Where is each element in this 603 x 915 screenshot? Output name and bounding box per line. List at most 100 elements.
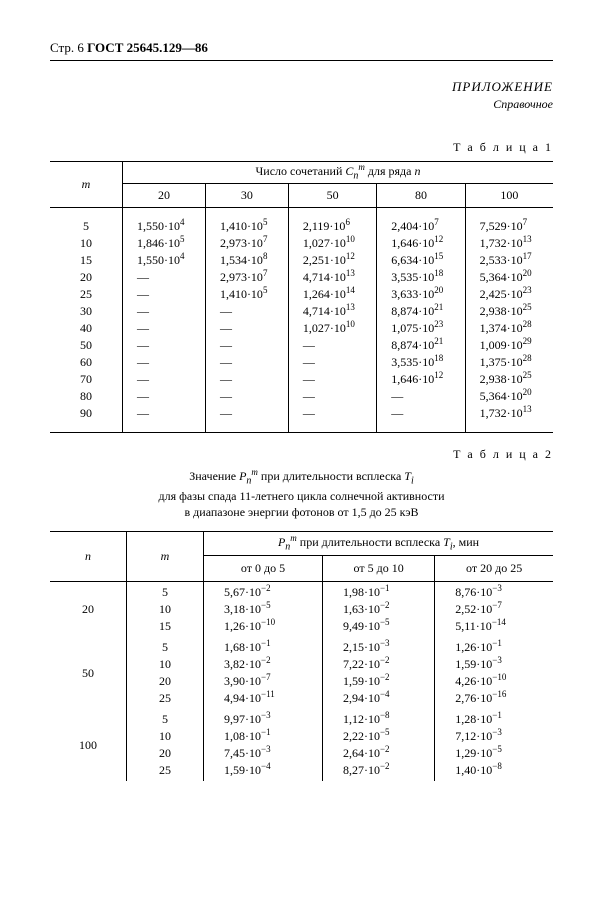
cell-value: 5,11·10−14: [435, 618, 553, 635]
cell-value: 1,027·1010: [288, 235, 376, 252]
cell-value: 7,529·107: [465, 218, 553, 235]
cell-m: 20: [127, 673, 204, 690]
table2-col-m: m: [127, 531, 204, 581]
cell-value: 1,646·1012: [377, 235, 465, 252]
table-row: 20—2,973·1074,714·10133,535·10185,364·10…: [50, 269, 553, 286]
cell-value: 2,94·10−4: [322, 690, 434, 707]
cell-m: 5: [127, 711, 204, 728]
table2-range-0: от 0 до 5: [204, 556, 323, 582]
cell-n: 20: [50, 582, 127, 638]
header-rule: [50, 60, 553, 61]
table-row: 101,846·1052,973·1071,027·10101,646·1012…: [50, 235, 553, 252]
table-row: 90————1,732·1013: [50, 405, 553, 422]
cell-value: 3,90·10−7: [204, 673, 323, 690]
table2-col-n: n: [50, 531, 127, 581]
cell-value: 2,119·106: [288, 218, 376, 235]
cell-value: —: [288, 388, 376, 405]
table-row: 80————5,364·1020: [50, 388, 553, 405]
cell-n: 50: [50, 637, 127, 709]
page-number: Стр. 6: [50, 40, 84, 55]
gost-code: ГОСТ 25645.129—86: [87, 40, 208, 55]
cell-value: 5,364·1020: [465, 269, 553, 286]
cell-m: 30: [50, 303, 123, 320]
cell-value: 1,68·10−1: [204, 639, 323, 656]
cell-value: 2,973·107: [205, 269, 288, 286]
table-row: 70———1,646·10122,938·1025: [50, 371, 553, 388]
cell-value: 2,938·1025: [465, 303, 553, 320]
cell-value: 4,714·1013: [288, 269, 376, 286]
cell-value: 2,938·1025: [465, 371, 553, 388]
table-row: 40——1,027·10101,075·10231,374·1028: [50, 320, 553, 337]
cell-value: 8,27·10−2: [322, 762, 434, 779]
cell-value: 2,973·107: [205, 235, 288, 252]
cell-value: 2,52·10−7: [435, 601, 553, 618]
cell-value: 1,534·108: [205, 252, 288, 269]
cell-value: 2,533·1017: [465, 252, 553, 269]
cell-n: 100: [50, 709, 127, 781]
table1-col-20: 20: [123, 184, 206, 208]
cell-value: 1,264·1014: [288, 286, 376, 303]
cell-value: 1,59·10−2: [322, 673, 434, 690]
table-row: 25—1,410·1051,264·10143,633·10202,425·10…: [50, 286, 553, 303]
table2-super-header: Pnm при длительности всплеска Ti, мин: [204, 531, 554, 555]
cell-value: 4,714·1013: [288, 303, 376, 320]
cell-value: —: [123, 337, 206, 354]
cell-value: —: [288, 354, 376, 371]
table1-col-m: m: [50, 162, 123, 208]
table2: n m Pnm при длительности всплеска Ti, ми…: [50, 531, 553, 781]
cell-value: —: [377, 405, 465, 422]
cell-m: 25: [127, 690, 204, 707]
cell-value: 1,374·1028: [465, 320, 553, 337]
table-row: 60———3,535·10181,375·1028: [50, 354, 553, 371]
cell-value: 1,009·1029: [465, 337, 553, 354]
cell-value: 1,027·1010: [288, 320, 376, 337]
cell-m: 40: [50, 320, 123, 337]
table2-label: Т а б л и ц а 2: [50, 447, 553, 462]
cell-value: 1,26·10−10: [204, 618, 323, 635]
table2-range-2: от 20 до 25: [435, 556, 553, 582]
cell-value: —: [288, 405, 376, 422]
cell-value: 1,550·104: [123, 218, 206, 235]
cell-value: 9,97·10−3: [204, 711, 323, 728]
cell-value: 2,404·107: [377, 218, 465, 235]
cell-value: —: [205, 320, 288, 337]
cell-value: —: [205, 303, 288, 320]
cell-value: 7,45·10−3: [204, 745, 323, 762]
cell-m: 25: [50, 286, 123, 303]
cell-value: —: [205, 354, 288, 371]
cell-value: 3,18·10−5: [204, 601, 323, 618]
cell-value: 2,22·10−5: [322, 728, 434, 745]
appendix-label: ПРИЛОЖЕНИЕ: [50, 79, 553, 95]
cell-value: 2,425·1023: [465, 286, 553, 303]
cell-value: 2,15·10−3: [322, 639, 434, 656]
cell-value: —: [288, 337, 376, 354]
cell-m: 10: [127, 601, 204, 618]
cell-m: 15: [127, 618, 204, 635]
cell-value: —: [123, 354, 206, 371]
cell-value: —: [123, 269, 206, 286]
table2-caption: Значение Pnm при длительности всплеска T…: [80, 468, 523, 520]
cell-value: 1,29·10−5: [435, 745, 553, 762]
cell-value: 1,375·1028: [465, 354, 553, 371]
table1-col-80: 80: [377, 184, 465, 208]
cell-value: —: [123, 388, 206, 405]
cell-value: 1,732·1013: [465, 405, 553, 422]
cell-value: 3,535·1018: [377, 354, 465, 371]
table1-super-header: Число сочетаний Cnm для ряда n: [123, 162, 554, 184]
cell-value: 1,410·105: [205, 286, 288, 303]
cell-value: —: [123, 320, 206, 337]
cell-value: —: [205, 405, 288, 422]
cell-value: 8,874·1021: [377, 337, 465, 354]
table1: m Число сочетаний Cnm для ряда n 20 30 5…: [50, 161, 553, 433]
table1-col-30: 30: [205, 184, 288, 208]
cell-value: 2,76·10−16: [435, 690, 553, 707]
cell-value: 8,76·10−3: [435, 584, 553, 601]
cell-value: 1,550·104: [123, 252, 206, 269]
table-row: 151,550·1041,534·1082,251·10126,634·1015…: [50, 252, 553, 269]
cell-m: 5: [50, 218, 123, 235]
cell-value: —: [123, 303, 206, 320]
cell-m: 5: [127, 639, 204, 656]
table2-range-1: от 5 до 10: [322, 556, 434, 582]
cell-m: 10: [50, 235, 123, 252]
table1-col-50: 50: [288, 184, 376, 208]
